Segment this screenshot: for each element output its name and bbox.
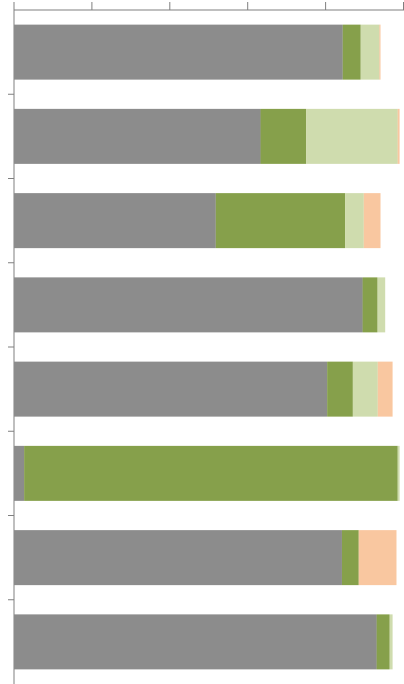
bar-segment — [14, 24, 343, 80]
bar-segment — [14, 530, 342, 586]
bar-segment — [379, 24, 381, 80]
bar-segment — [14, 614, 377, 670]
bar-segment — [14, 361, 328, 417]
bar-segment — [345, 193, 364, 249]
bar-segment — [377, 277, 386, 333]
bar-segment — [342, 24, 361, 80]
bar-segment — [363, 193, 381, 249]
bar-segment — [260, 108, 307, 164]
bar-segment — [397, 108, 400, 164]
bar-segment — [341, 530, 359, 586]
bar-segment — [397, 445, 400, 501]
bar-segment — [327, 361, 353, 417]
bar-segment — [215, 193, 346, 249]
bar-segment — [14, 108, 261, 164]
bar-segment — [362, 277, 378, 333]
bar-segment — [352, 361, 378, 417]
bar-segment — [24, 445, 398, 501]
bar-segment — [306, 108, 398, 164]
bar-segment — [377, 361, 393, 417]
bar-segment — [389, 614, 393, 670]
bar-segment — [14, 277, 363, 333]
bar-segment — [14, 193, 216, 249]
bar-segment — [376, 614, 390, 670]
bar-segment — [358, 530, 397, 586]
bar-segment — [360, 24, 380, 80]
bar-segment — [14, 445, 25, 501]
